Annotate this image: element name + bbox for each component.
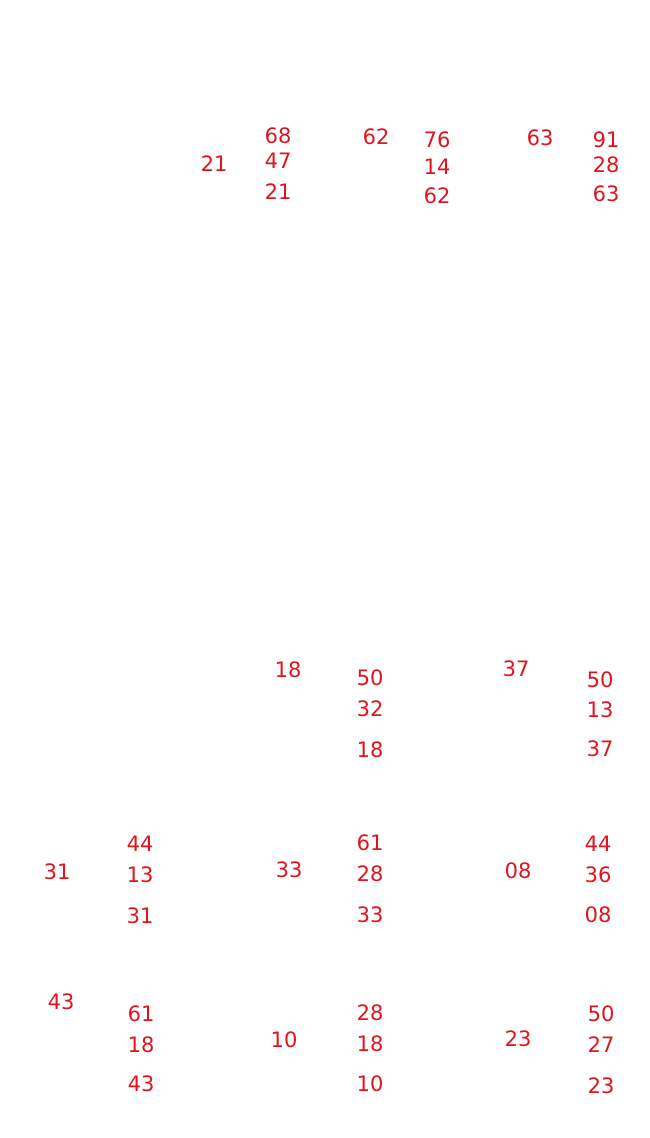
subtrahend: 13 xyxy=(127,863,154,887)
subtrahend: 18 xyxy=(128,1033,155,1057)
subtrahend: 28 xyxy=(593,153,620,177)
answer: 21 xyxy=(201,152,228,176)
answer: 63 xyxy=(527,126,554,150)
result: 62 xyxy=(424,184,451,208)
answer: 23 xyxy=(505,1027,532,1051)
result: 18 xyxy=(357,738,384,762)
answer: 43 xyxy=(48,990,75,1014)
answer: 08 xyxy=(505,859,532,883)
answer: 33 xyxy=(276,858,303,882)
minuend: 68 xyxy=(265,124,292,148)
answer: 18 xyxy=(275,658,302,682)
minuend: 44 xyxy=(127,832,154,856)
result: 08 xyxy=(585,903,612,927)
result: 23 xyxy=(588,1074,615,1098)
subtrahend: 32 xyxy=(357,697,384,721)
subtrahend: 14 xyxy=(424,155,451,179)
result: 31 xyxy=(127,904,154,928)
result: 43 xyxy=(128,1072,155,1096)
result: 63 xyxy=(593,182,620,206)
result: 33 xyxy=(357,903,384,927)
minuend: 28 xyxy=(357,1001,384,1025)
minuend: 61 xyxy=(357,831,384,855)
result: 37 xyxy=(587,737,614,761)
subtrahend: 47 xyxy=(265,149,292,173)
minuend: 44 xyxy=(585,832,612,856)
result: 10 xyxy=(357,1072,384,1096)
answer: 62 xyxy=(363,125,390,149)
subtrahend: 27 xyxy=(588,1033,615,1057)
answer: 37 xyxy=(503,657,530,681)
subtrahend: 28 xyxy=(357,862,384,886)
minuend: 91 xyxy=(593,128,620,152)
minuend: 50 xyxy=(587,668,614,692)
subtrahend: 36 xyxy=(585,863,612,887)
subtrahend: 13 xyxy=(587,698,614,722)
result: 21 xyxy=(265,180,292,204)
answer: 31 xyxy=(44,860,71,884)
answer: 10 xyxy=(271,1028,298,1052)
minuend: 61 xyxy=(128,1002,155,1026)
minuend: 50 xyxy=(357,666,384,690)
subtrahend: 18 xyxy=(357,1032,384,1056)
minuend: 50 xyxy=(588,1002,615,1026)
minuend: 76 xyxy=(424,128,451,152)
